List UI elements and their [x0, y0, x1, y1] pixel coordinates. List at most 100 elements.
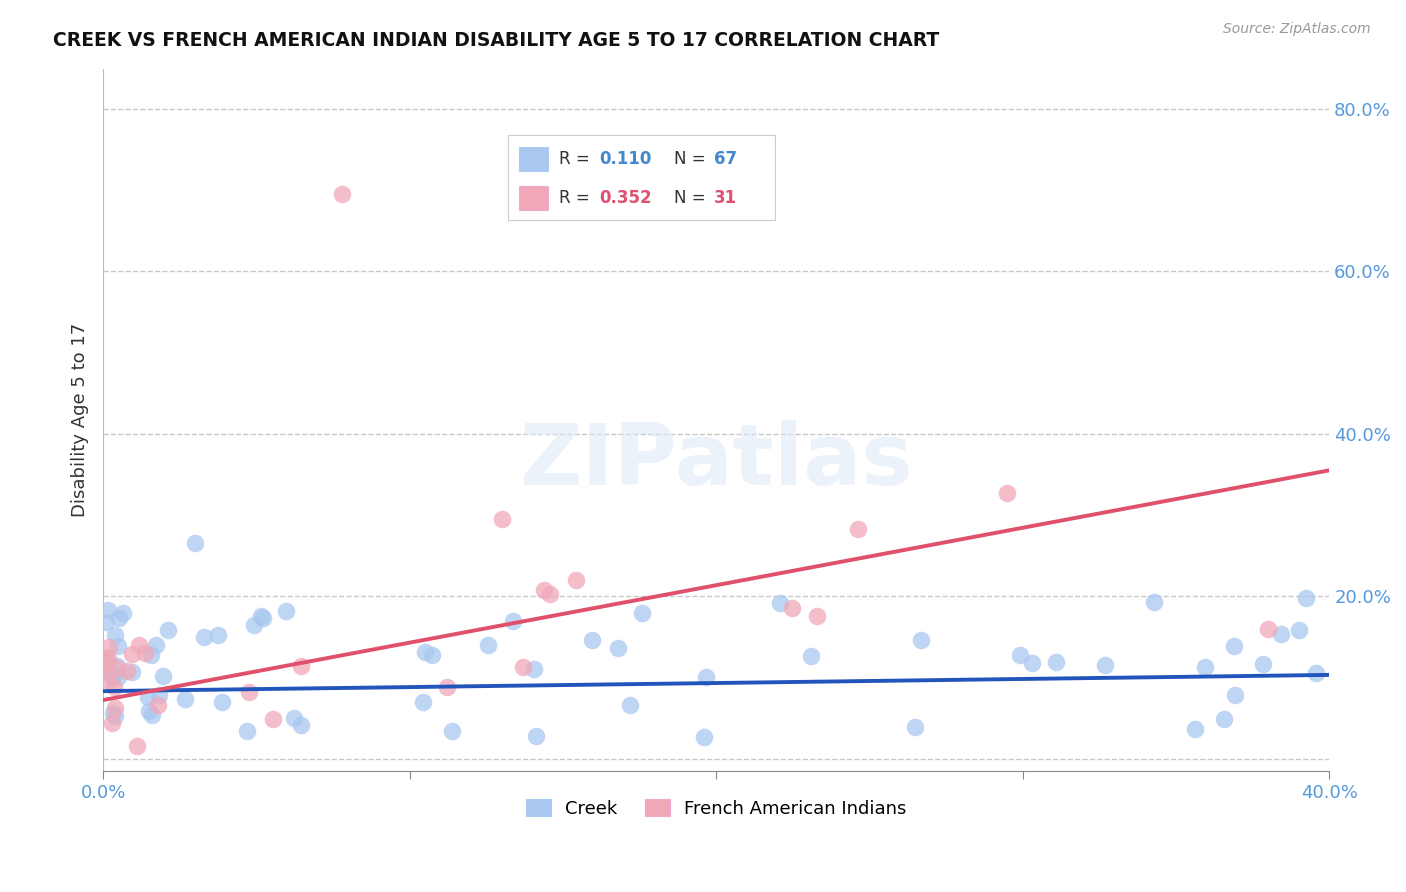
Point [128, 638, 150, 652]
Point [103, 680, 125, 694]
Point [97, 602, 120, 616]
Text: ZIPatlas: ZIPatlas [519, 420, 912, 503]
Point [910, 633, 932, 648]
Point [413, 645, 436, 659]
Point [152, 669, 174, 683]
Point [101, 670, 124, 684]
Text: R =: R = [558, 150, 595, 168]
Point [1251, 657, 1274, 671]
Point [121, 647, 143, 661]
Point [538, 587, 561, 601]
Point [105, 661, 128, 675]
Point [127, 739, 149, 754]
Point [631, 606, 654, 620]
Point [97, 650, 120, 665]
Point [236, 723, 259, 738]
Point [1223, 689, 1246, 703]
Point [1008, 648, 1031, 663]
Point [440, 724, 463, 739]
Point [243, 618, 266, 632]
Point [412, 695, 434, 709]
Point [780, 600, 803, 615]
Legend: Creek, French American Indians: Creek, French American Indians [519, 791, 914, 825]
Point [290, 718, 312, 732]
Point [1270, 626, 1292, 640]
Point [252, 611, 274, 625]
Point [997, 486, 1019, 500]
Text: 31: 31 [714, 188, 737, 207]
Point [145, 638, 167, 652]
Point [436, 680, 458, 694]
Point [96, 615, 118, 629]
Point [101, 716, 124, 731]
Point [512, 659, 534, 673]
Text: Source: ZipAtlas.com: Source: ZipAtlas.com [1223, 22, 1371, 37]
Point [1295, 591, 1317, 606]
Point [138, 705, 160, 719]
Text: CREEK VS FRENCH AMERICAN INDIAN DISABILITY AGE 5 TO 17 CORRELATION CHART: CREEK VS FRENCH AMERICAN INDIAN DISABILI… [53, 31, 939, 50]
Point [97, 640, 120, 655]
Point [276, 604, 298, 618]
Point [174, 692, 197, 706]
Point [1288, 624, 1310, 638]
Point [1305, 665, 1327, 680]
Point [806, 609, 828, 624]
Point [148, 698, 170, 712]
Point [477, 638, 499, 652]
Point [104, 701, 127, 715]
Point [524, 729, 547, 743]
Point [800, 648, 823, 663]
Point [250, 609, 273, 624]
Point [1184, 723, 1206, 737]
Point [769, 596, 792, 610]
Point [1045, 655, 1067, 669]
Text: 0.352: 0.352 [599, 188, 651, 207]
Point [141, 708, 163, 723]
Point [184, 536, 207, 550]
Text: N =: N = [673, 188, 710, 207]
Text: 67: 67 [714, 150, 737, 168]
Point [112, 607, 135, 621]
Point [262, 712, 284, 726]
Point [134, 646, 156, 660]
Point [420, 648, 443, 662]
Point [211, 695, 233, 709]
Point [103, 628, 125, 642]
Point [193, 631, 215, 645]
Point [156, 623, 179, 637]
Point [207, 628, 229, 642]
Point [94, 651, 117, 665]
Point [565, 573, 588, 587]
Point [1021, 656, 1043, 670]
Point [491, 512, 513, 526]
Point [693, 730, 716, 744]
Point [238, 685, 260, 699]
Point [104, 708, 127, 723]
Text: N =: N = [673, 150, 710, 168]
Point [93, 657, 115, 672]
Point [121, 665, 143, 679]
Bar [519, 147, 548, 171]
Point [1094, 658, 1116, 673]
Point [1257, 622, 1279, 636]
Point [105, 659, 128, 673]
Text: 0.110: 0.110 [599, 150, 651, 168]
Point [141, 648, 163, 662]
Point [148, 688, 170, 702]
Point [98, 673, 121, 688]
Text: R =: R = [558, 188, 595, 207]
Point [107, 640, 129, 654]
Point [1194, 660, 1216, 674]
Point [136, 690, 159, 705]
Point [290, 659, 312, 673]
Point [330, 187, 353, 202]
Point [1143, 595, 1166, 609]
Point [846, 522, 869, 536]
Point [94, 656, 117, 670]
Point [94, 661, 117, 675]
Point [581, 633, 603, 648]
Point [523, 662, 546, 676]
Point [283, 711, 305, 725]
Point [101, 706, 124, 720]
Point [108, 611, 131, 625]
